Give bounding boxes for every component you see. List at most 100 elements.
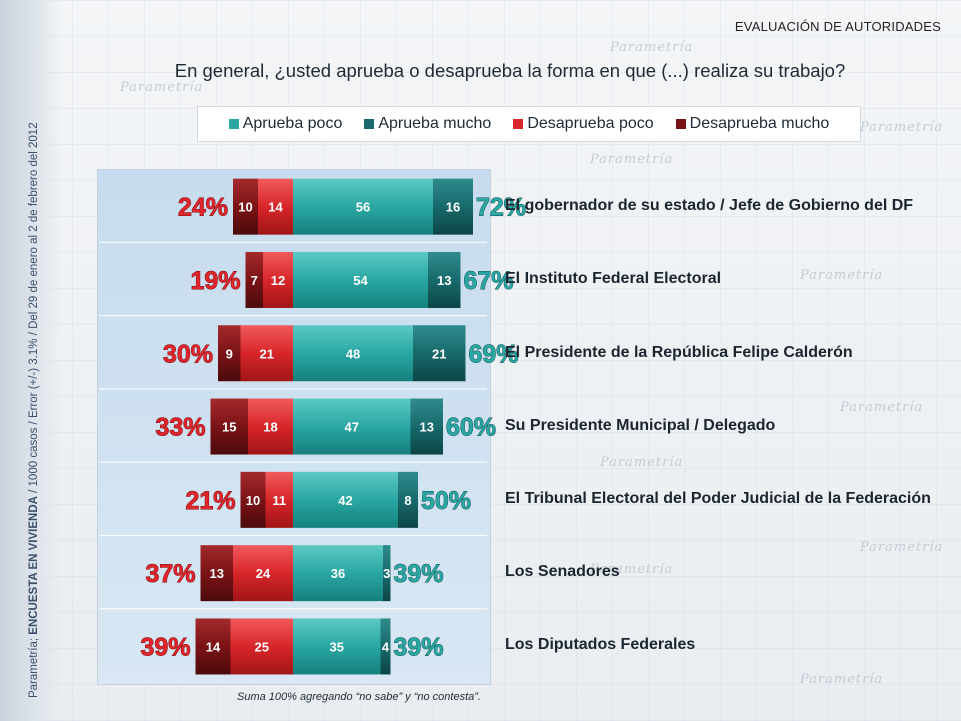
bar-desaprueba-poco-label: 21: [260, 346, 274, 361]
disapprove-total-label: 19%: [190, 267, 240, 295]
bar-aprueba-poco: [293, 325, 413, 382]
watermark-text: Parametría: [840, 400, 924, 415]
chart-legend: Aprueba poco Aprueba mucho Desaprueba po…: [197, 106, 861, 142]
bar-desaprueba-mucho-label: 10: [238, 200, 252, 215]
row-label-tribunal: El Tribunal Electoral del Poder Judicial…: [505, 490, 931, 507]
legend-label: Desaprueba poco: [527, 115, 654, 132]
legend-label: Aprueba mucho: [378, 115, 492, 132]
bar-desaprueba-mucho: [200, 545, 233, 602]
watermark-text: Parametría: [860, 540, 944, 555]
bar-desaprueba-mucho-label: 10: [246, 493, 260, 508]
bar-desaprueba-poco: [263, 251, 293, 308]
bar-aprueba-mucho-label: 13: [437, 273, 451, 288]
bar-aprueba-mucho-label: 16: [446, 200, 460, 215]
approve-total-label: 69%: [469, 340, 519, 368]
watermark-text: Parametría: [120, 80, 204, 95]
bar-aprueba-poco: [293, 545, 383, 602]
bar-desaprueba-poco-label: 24: [256, 566, 271, 581]
watermark-text: Parametría: [600, 455, 684, 470]
row-label-ife: El Instituto Federal Electoral: [505, 270, 722, 287]
legend-item-aprueba-poco: Aprueba poco: [228, 115, 343, 133]
bar-desaprueba-mucho-label: 15: [222, 420, 236, 435]
bar-aprueba-mucho: [398, 471, 418, 528]
bar-desaprueba-poco-label: 25: [255, 639, 269, 654]
disapprove-total-label: 24%: [178, 194, 228, 222]
bar-aprueba-mucho: [433, 178, 473, 235]
bar-desaprueba-mucho: [240, 471, 266, 528]
approve-total-label: 50%: [421, 487, 471, 515]
row-label-gobernador: El gobernador de su estado / Jefe de Gob…: [505, 197, 914, 214]
legend-swatch: [675, 119, 686, 129]
watermark-text: Parametría: [610, 40, 694, 55]
bar-desaprueba-mucho-label: 14: [206, 639, 221, 654]
bar-desaprueba-poco: [258, 178, 293, 235]
bar-aprueba-poco-label: 47: [345, 420, 359, 435]
watermark-text: Parametría: [590, 562, 674, 577]
bar-aprueba-poco-label: 48: [346, 346, 360, 361]
bar-desaprueba-mucho-label: 9: [226, 346, 233, 361]
bar-desaprueba-poco: [248, 398, 293, 455]
row-label-presidente: El Presidente de la República Felipe Cal…: [505, 344, 853, 361]
legend-swatch: [228, 119, 239, 129]
section-title: EVALUACIÓN DE AUTORIDADES: [734, 19, 941, 34]
bar-aprueba-mucho-label: 13: [420, 420, 434, 435]
bar-desaprueba-mucho: [210, 398, 248, 455]
bar-aprueba-poco-label: 35: [330, 639, 344, 654]
bar-desaprueba-poco-label: 11: [272, 493, 286, 508]
disapprove-total-label: 21%: [185, 487, 235, 515]
bar-desaprueba-mucho: [195, 618, 231, 675]
bar-aprueba-mucho-label: 3: [383, 566, 390, 581]
bar-desaprueba-mucho: [245, 251, 263, 308]
bar-aprueba-mucho-label: 8: [404, 493, 411, 508]
bar-aprueba-poco: [293, 398, 411, 455]
bar-aprueba-poco: [293, 618, 381, 675]
bar-desaprueba-mucho-label: 13: [210, 566, 224, 581]
watermark-text: Parametría: [860, 120, 944, 135]
bar-desaprueba-poco-label: 14: [268, 200, 283, 215]
approve-total-label: 39%: [394, 633, 444, 661]
legend-item-aprueba-mucho: Aprueba mucho: [364, 115, 491, 133]
legend-item-desaprueba-mucho: Desaprueba mucho: [675, 115, 829, 133]
approve-total-label: 67%: [464, 267, 514, 295]
bar-desaprueba-poco: [240, 325, 293, 382]
bar-desaprueba-poco-label: 18: [263, 420, 277, 435]
bar-aprueba-poco-label: 42: [338, 493, 352, 508]
bar-aprueba-poco-label: 54: [353, 273, 368, 288]
question-title: En general, ¿usted aprueba o desaprueba …: [174, 60, 846, 81]
approve-total-label: 72%: [476, 194, 526, 222]
bar-desaprueba-mucho-label: 7: [251, 273, 258, 288]
bar-aprueba-mucho-label: 4: [382, 639, 390, 654]
approve-total-label: 39%: [394, 560, 444, 588]
disapprove-total-label: 30%: [163, 340, 213, 368]
bar-aprueba-poco: [293, 251, 428, 308]
bar-aprueba-mucho: [383, 545, 391, 602]
bar-aprueba-mucho: [428, 251, 461, 308]
bar-aprueba-poco-label: 36: [331, 566, 345, 581]
watermark-text: Parametría: [800, 268, 884, 283]
bar-desaprueba-poco: [233, 545, 293, 602]
legend-label: Aprueba poco: [242, 115, 343, 132]
disapprove-total-label: 39%: [140, 633, 190, 661]
footnote: Suma 100% agregando “no sabe” y “no cont…: [237, 691, 481, 703]
disapprove-total-label: 33%: [155, 414, 205, 442]
bar-aprueba-poco-label: 56: [356, 200, 370, 215]
bar-desaprueba-poco: [230, 618, 293, 675]
approve-total-label: 60%: [446, 414, 496, 442]
legend-swatch: [364, 119, 375, 129]
bar-aprueba-poco: [293, 471, 398, 528]
bar-aprueba-mucho: [413, 325, 466, 382]
bar-aprueba-mucho-label: 21: [432, 346, 446, 361]
watermark-text: Parametría: [800, 672, 884, 687]
disapprove-total-label: 37%: [145, 560, 195, 588]
bar-aprueba-mucho: [410, 398, 443, 455]
legend-swatch: [513, 119, 524, 129]
bar-desaprueba-poco-label: 12: [271, 273, 285, 288]
legend-item-desaprueba-poco: Desaprueba poco: [513, 115, 654, 133]
bar-desaprueba-mucho: [233, 178, 258, 235]
side-decoration: [0, 0, 62, 721]
watermark-text: Parametría: [590, 152, 674, 167]
row-label-senadores: Los Senadores: [505, 563, 620, 580]
bar-desaprueba-mucho: [218, 325, 241, 382]
row-label-diputados: Los Diputados Federales: [505, 636, 696, 653]
